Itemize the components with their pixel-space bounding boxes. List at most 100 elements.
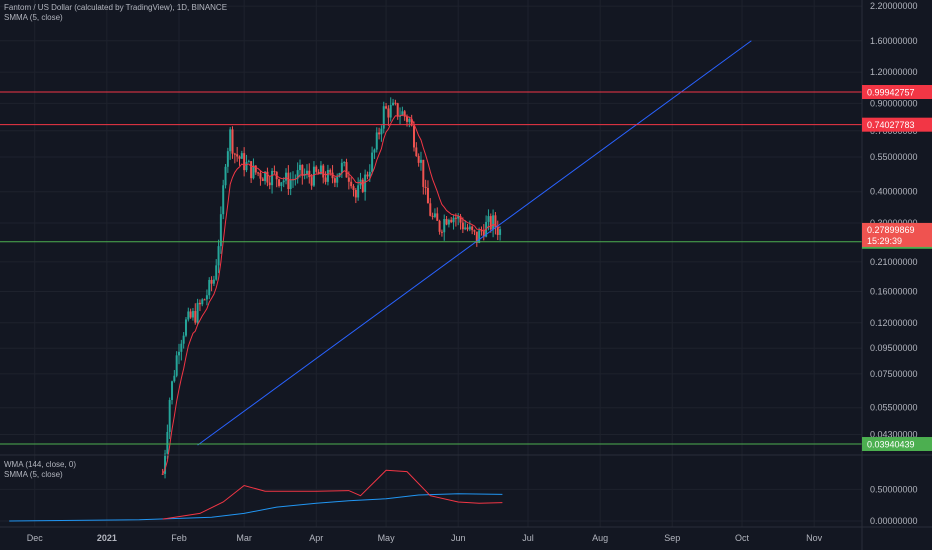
price-tick-label: 0.09500000 [870,343,918,353]
candle-body [308,170,311,178]
candle-body [394,102,397,104]
candle-body [392,102,395,106]
candle-body [345,162,348,178]
candle-body [408,119,411,122]
candle-body [387,108,390,118]
candle-body [250,161,253,179]
candle-body [492,215,495,230]
candle-body [354,189,357,198]
time-tick-label: Nov [806,533,823,543]
price-tick-label: 0.12000000 [870,318,918,328]
time-tick-label: Mar [236,533,252,543]
candle-body [452,217,455,223]
candle-body [331,172,334,179]
candle-body [182,335,185,344]
candle-body [273,170,276,172]
candle-body [180,343,183,352]
candle-body [340,162,343,174]
candle-body [280,182,283,186]
candle-body [322,165,325,178]
wma-legend[interactable]: WMA (144, close, 0) [4,460,77,469]
grid [0,0,862,527]
candle-body [419,159,422,163]
price-tick-label: 0.90000000 [870,98,918,108]
candle-body [496,227,499,235]
time-tick-label: Dec [27,533,44,543]
candle-body [385,106,388,109]
candle-body [217,246,220,266]
price-tick-label: 0.55000000 [870,152,918,162]
candle-body [240,153,243,159]
candle-body [454,217,457,219]
candle-body [268,182,271,186]
level-label: 0.99942757 [867,88,915,98]
candle-body [312,166,315,186]
countdown-label: 15:29:39 [867,236,902,246]
candle-body [238,156,241,159]
candle-body [301,164,304,176]
smma-sub-legend[interactable]: SMMA (5, close) [4,470,63,479]
candle-body [396,103,399,117]
candle-body [389,105,392,118]
candle-body [468,226,471,230]
wma-line [9,493,503,522]
candle-body [450,219,453,223]
candle-body [499,229,502,235]
time-tick-label: Aug [592,533,608,543]
candle-body [219,214,222,247]
candle-body [305,170,308,174]
candle-body [357,185,360,198]
candle-body [257,172,260,174]
candle-body [380,128,383,135]
candle-body [378,132,381,135]
trendline [197,40,752,446]
price-tick-label: 0.16000000 [870,286,918,296]
candle-body [429,203,432,216]
candle-body [254,165,257,173]
candle-body [198,302,201,305]
smma-legend[interactable]: SMMA (5, close) [4,13,63,22]
indicator-legend: WMA (144, close, 0) SMMA (5, close) [4,460,76,480]
candle-body [245,162,248,171]
time-tick-label: 2021 [97,533,117,543]
candle-body [436,213,439,221]
candle-body [343,162,346,164]
price-tick-label: 0.04300000 [870,429,918,439]
price-tick-label: 0.07500000 [870,369,918,379]
candle-body [433,213,436,217]
candle-body [233,153,236,155]
candle-body [205,295,208,300]
candle-body [247,161,250,163]
symbol-title[interactable]: Fantom / US Dollar (calculated by Tradin… [4,3,228,12]
time-tick-label: May [378,533,396,543]
candle-body [440,231,443,233]
candle-body [457,216,460,219]
candle-body [189,311,192,318]
candle-body [326,169,329,182]
current-price-bg [862,222,932,247]
candle-body [480,230,483,232]
candle-body [410,119,413,126]
candle-body [226,151,229,167]
candle-body [422,159,425,187]
candle-body [178,351,180,356]
candle-body [319,165,322,175]
candle-body [443,219,446,233]
candle-body [375,132,378,150]
candle-body [282,180,285,183]
candle-body [264,171,267,182]
time-tick-label: Oct [735,533,750,543]
candle-body [289,179,292,190]
candle-body [382,106,385,129]
candle-body [222,185,225,215]
candle-body [426,187,429,204]
candle-body [164,453,167,474]
level-label-bg [862,117,932,132]
candle-body [259,172,262,179]
candle-body [401,111,404,116]
candle-body [194,311,197,323]
candle-body [203,299,206,301]
